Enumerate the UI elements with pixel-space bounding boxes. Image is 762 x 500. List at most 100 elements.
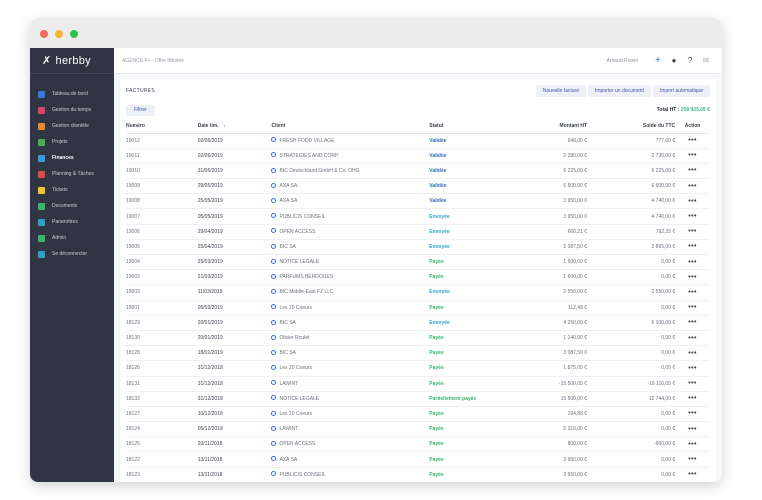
sidebar-item-stopwatch[interactable]: Gestion du temps [30, 102, 114, 118]
info-icon[interactable] [271, 137, 277, 143]
table-row[interactable]: 19006 29/04/2019 OPEN ACCESS Envoyée 660,21 … [126, 224, 710, 240]
info-icon[interactable] [271, 319, 277, 325]
table-row[interactable]: 19002 21/03/2019 PARFUMS BERDOUES Payée 1 60… [126, 269, 710, 286]
client-cell[interactable]: AXA SA [271, 178, 430, 195]
more-actions-icon[interactable]: ••• [688, 288, 697, 296]
client-cell[interactable]: AXA SA [271, 193, 430, 210]
info-icon[interactable] [271, 243, 277, 249]
client-cell[interactable]: Olivier Roulet [271, 330, 430, 347]
client-cell[interactable]: NOTICE LEGALE [271, 254, 430, 271]
sidebar-item-tickets[interactable]: Tickets [30, 182, 114, 198]
more-actions-icon[interactable]: ••• [688, 228, 697, 236]
user-name[interactable]: Arnaud Roisel [606, 57, 638, 64]
info-icon[interactable] [271, 410, 277, 416]
table-row[interactable]: 19005 25/04/2019 BIC SA Envoyée 2 387,50 €2 … [126, 239, 710, 256]
more-actions-icon[interactable]: ••• [688, 167, 697, 175]
client-cell[interactable]: PARFUMS BERDOUES [271, 269, 430, 286]
more-actions-icon[interactable]: ••• [688, 182, 697, 190]
info-icon[interactable] [271, 349, 277, 355]
more-actions-icon[interactable]: ••• [688, 197, 697, 205]
sidebar-item-projects[interactable]: Projets [30, 134, 114, 150]
client-cell[interactable]: LAWINT [271, 421, 430, 438]
table-row[interactable]: 18127 10/12/2018 Les 20 Coeurs Payée 194,88 … [126, 406, 710, 423]
plus-icon[interactable]: + [655, 55, 661, 66]
info-icon[interactable] [271, 304, 277, 310]
auto-import-button[interactable]: Import automatique [652, 85, 710, 97]
client-cell[interactable]: BIC SA [271, 315, 430, 331]
client-cell[interactable]: FRESH FOOD VILLAGE [271, 133, 430, 149]
more-actions-icon[interactable]: ••• [688, 243, 697, 251]
info-icon[interactable] [271, 258, 277, 264]
table-row[interactable]: 18130 20/01/2019 Olivier Roulet Payée 1 140,… [126, 330, 710, 347]
table-row[interactable]: 18126 31/12/2018 Les 20 Coeurs Payée 1 875,0… [126, 360, 710, 377]
info-icon[interactable] [271, 365, 277, 371]
client-cell[interactable]: Les 20 Coeurs [271, 360, 430, 377]
table-row[interactable]: 19003 11/03/2019 BIC Middle-East FZ LLC Env… [126, 284, 710, 301]
client-cell[interactable]: PUBLICIS CONSEIL [271, 208, 430, 225]
client-cell[interactable]: OPEN ACCESS [271, 224, 430, 240]
client-cell[interactable]: BIC Middle-East FZ LLC [271, 284, 430, 301]
table-row[interactable]: 18124 05/12/2018 LAWINT Payée 5 310,00 €0,00… [126, 421, 710, 438]
client-cell[interactable]: BIC SA [271, 239, 430, 256]
more-actions-icon[interactable]: ••• [688, 258, 697, 266]
header-number[interactable]: Numéro [126, 120, 198, 134]
sidebar-item-finances[interactable]: Finances [30, 150, 114, 166]
table-row[interactable]: 19008 25/05/2019 AXA SA Validée 3 950,00 €4 … [126, 193, 710, 210]
sidebar-item-planning[interactable]: Planning & Tâches [30, 166, 114, 182]
info-icon[interactable] [271, 289, 277, 295]
more-actions-icon[interactable]: ••• [688, 440, 697, 448]
close-window-button[interactable] [40, 30, 48, 38]
header-amount-ht[interactable]: Montant HT [500, 120, 588, 134]
sidebar-item-dashboard[interactable]: Tableau de bord [30, 86, 114, 102]
info-icon[interactable] [271, 380, 277, 386]
info-icon[interactable] [271, 167, 277, 173]
table-row[interactable]: 19001 05/03/2019 Les 20 Coeurs Payée 112,49 … [126, 300, 710, 316]
more-actions-icon[interactable]: ••• [688, 456, 697, 464]
more-actions-icon[interactable]: ••• [688, 380, 697, 388]
more-actions-icon[interactable]: ••• [688, 213, 697, 221]
client-cell[interactable]: STRATEGIES AND CORP. [271, 148, 430, 164]
logo[interactable]: ✗ herbby [30, 48, 114, 74]
client-cell[interactable]: LAWINT [271, 376, 430, 392]
info-icon[interactable] [271, 395, 277, 401]
maximize-window-button[interactable] [70, 30, 78, 38]
table-row[interactable]: 18128 18/01/2019 BIC SA Payée 3 087,50 €0,00… [126, 345, 710, 362]
more-actions-icon[interactable]: ••• [688, 349, 697, 357]
table-row[interactable]: 19007 05/05/2019 PUBLICIS CONSEIL Envoyée 3 … [126, 208, 710, 225]
user-icon[interactable]: ● [671, 56, 677, 65]
header-date[interactable]: Date lim. ↓ [197, 120, 272, 134]
more-actions-icon[interactable]: ••• [688, 152, 697, 160]
table-row[interactable]: 18129 20/01/2019 BIC SA Envoyée 4 250,00 €5 … [126, 315, 710, 331]
more-actions-icon[interactable]: ••• [688, 425, 697, 433]
table-row[interactable]: 18131 31/12/2018 LAWINT Payée -15 500,00 € -1… [126, 376, 710, 392]
table-row[interactable]: 18123 13/11/2018 PUBLICIS CONSEIL Payée 3 95… [126, 467, 710, 482]
info-icon[interactable] [271, 182, 277, 188]
table-row[interactable]: 19012 02/06/2019 FRESH FOOD VILLAGE Validée… [126, 133, 710, 149]
sidebar-item-logout[interactable]: Se déconnecter [30, 246, 114, 262]
more-actions-icon[interactable]: ••• [688, 395, 697, 403]
client-cell[interactable]: Les 20 Coeurs [271, 406, 430, 423]
info-icon[interactable] [271, 471, 277, 477]
client-cell[interactable]: BIC Deutschland GmbH & Co. OHG [271, 163, 430, 180]
header-balance-ttc[interactable]: Solde du TTC [587, 120, 676, 134]
info-icon[interactable] [271, 273, 277, 279]
import-document-button[interactable]: Importer un document [587, 85, 651, 97]
client-cell[interactable]: OPEN ACCESS [271, 436, 430, 453]
sidebar-item-admin[interactable]: Admin [30, 230, 114, 246]
client-cell[interactable]: Les 20 Coeurs [271, 300, 430, 316]
client-cell[interactable]: PUBLICIS CONSEIL [271, 467, 430, 482]
client-cell[interactable]: NOTICE LEGALE [271, 391, 430, 407]
more-actions-icon[interactable]: ••• [688, 364, 697, 372]
info-icon[interactable] [271, 228, 277, 234]
table-row[interactable]: 18125 20/11/2018 OPEN ACCESS Payée 800,00 € -… [126, 436, 710, 453]
info-icon[interactable] [271, 198, 277, 204]
more-actions-icon[interactable]: ••• [688, 273, 697, 281]
info-icon[interactable] [271, 441, 277, 447]
table-row[interactable]: 19009 29/05/2019 AXA SA Validée 5 500,00 €6 … [126, 178, 710, 195]
more-actions-icon[interactable]: ••• [688, 319, 697, 327]
info-icon[interactable] [271, 152, 277, 158]
table-row[interactable]: 18122 13/11/2018 AXA SA Payée 3 950,00 €0,00… [126, 451, 710, 468]
header-client[interactable]: Client [271, 120, 430, 134]
info-icon[interactable] [271, 213, 277, 219]
info-icon[interactable] [271, 456, 277, 462]
